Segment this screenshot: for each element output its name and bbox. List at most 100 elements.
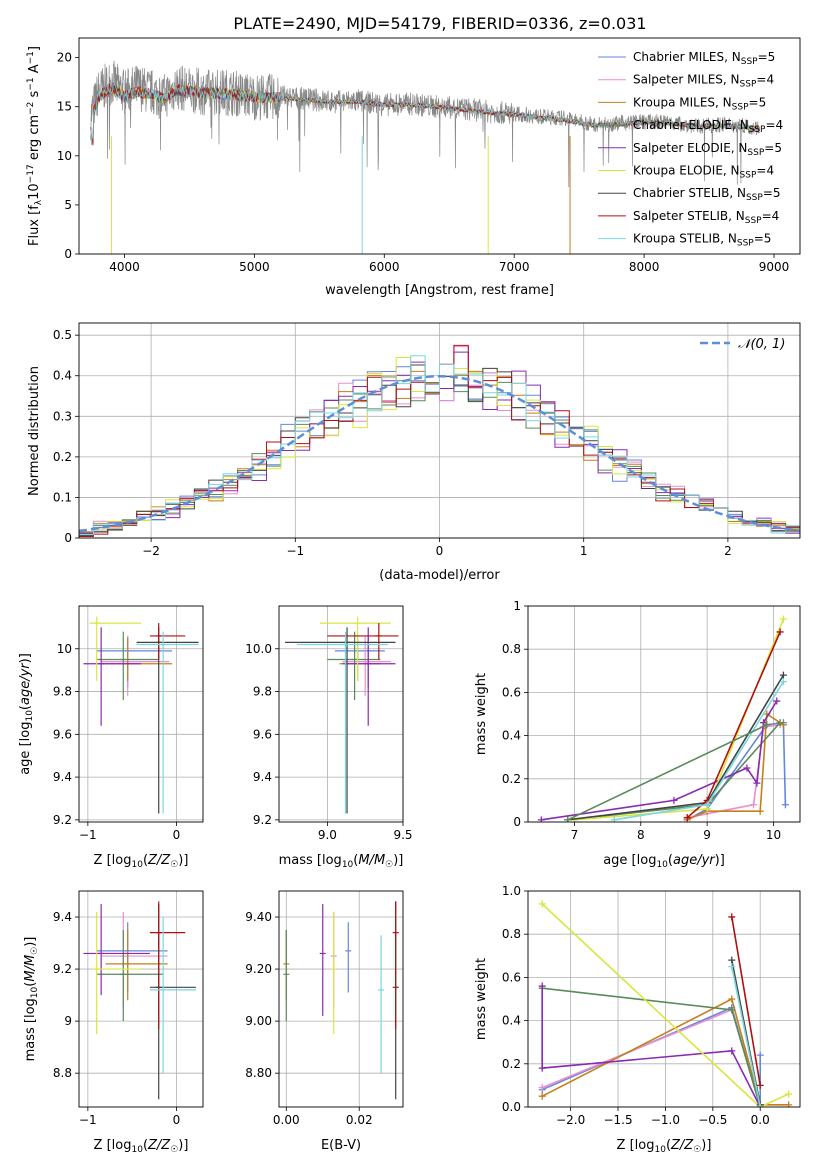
axes-frame: [78, 322, 801, 539]
legend-entry: Chabrier MILES, NSSP=5: [633, 50, 775, 67]
legend-tail: =4: [762, 209, 780, 223]
y-tick-label: 9.00: [245, 1014, 272, 1028]
x-axis-label: (data-model)/error: [379, 568, 500, 583]
model-spectrum-line: [90, 83, 760, 145]
error-bar-point: [96, 631, 159, 701]
x-tick-label: 9.5: [393, 828, 412, 842]
error-bar-point: [345, 922, 352, 993]
legend-entry: Chabrier ELODIE, NSSP=4: [633, 118, 783, 135]
spectrum-panel: 4000 5000 6000 7000 8000 9000 0 5 10 15 20 waveleng…: [26, 37, 801, 298]
y-tick-label: 15: [57, 100, 72, 114]
x-tick-label: 10: [766, 828, 781, 842]
plus-marker: [779, 615, 787, 623]
x-tick-label: 9.0: [318, 828, 337, 842]
figure-title: PLATE=2490, MJD=54179, FIBERID=0336, z=0…: [233, 14, 646, 33]
error-bar-point: [149, 901, 186, 1029]
plus-marker: [538, 1064, 546, 1072]
plus-marker: [728, 1047, 736, 1055]
error-bar-point: [392, 901, 399, 1029]
legend-tail: =4: [756, 164, 774, 178]
legend-tail: =5: [758, 50, 776, 64]
y-tick-label: 9.4: [53, 770, 72, 784]
y-axis-label: mass weight: [474, 958, 489, 1040]
axes-frame: [527, 890, 801, 1108]
error-bar-point: [297, 631, 388, 814]
x-axis-label: mass [log10(M/M☉)]: [279, 853, 404, 870]
x-tick-label: 7000: [499, 260, 530, 274]
legend-tail: =4: [765, 118, 783, 132]
x-tick-label: 0: [173, 1113, 181, 1127]
x-tick-label: 6000: [369, 260, 400, 274]
legend-tail: =5: [764, 141, 782, 155]
plus-marker: [756, 1103, 764, 1107]
error-bar-point: [149, 623, 186, 660]
plus-marker: [538, 1092, 546, 1100]
plus-marker: [728, 1006, 736, 1014]
y-tick-label: 9.2: [253, 813, 272, 827]
plus-marker: [785, 1101, 793, 1107]
x-tick-label: 0.0: [751, 1113, 770, 1127]
y-tick-label: 9: [64, 1014, 72, 1028]
legend-tail: =4: [756, 73, 774, 87]
y-tick-label: 0.6: [502, 970, 521, 984]
x-tick-label: 7: [571, 828, 579, 842]
x-tick-label: −1.0: [651, 1113, 680, 1127]
y-tick-label: 9.4: [53, 910, 72, 924]
x-tick-label: −0.5: [698, 1113, 727, 1127]
error-bar-point: [327, 631, 381, 701]
y-tick-label: 0.4: [502, 1014, 521, 1028]
residuals-legend: 𝒩(0, 1): [700, 337, 785, 352]
mass-weight-line: [541, 986, 761, 1107]
x-tick-label: −2.0: [556, 1113, 585, 1127]
error-bar-point: [101, 911, 168, 1009]
axes-frame: [527, 605, 801, 823]
mass-weight-line: [567, 724, 768, 821]
x-tick-label: 2: [724, 544, 732, 558]
y-tick-label: 0: [64, 531, 72, 545]
y-tick-label: 20: [57, 51, 72, 65]
x-tick-label: −1: [286, 544, 304, 558]
x-tick-label: −2: [142, 544, 160, 558]
legend-subscript: SSP: [737, 239, 754, 249]
x-tick-label: −1: [79, 828, 97, 842]
x-axis-label: Z [log10(Z/Z☉)]: [617, 1138, 712, 1155]
plus-marker: [728, 963, 736, 971]
plus-marker: [750, 801, 758, 809]
error-bar-point: [283, 930, 290, 1022]
axes-frame: [78, 37, 801, 255]
y-tick-label: 9.2: [53, 813, 72, 827]
y-tick-label: 8.8: [53, 1066, 72, 1080]
data-spectrum-line: [90, 60, 761, 188]
legend-text: Kroupa STELIB, N: [633, 232, 737, 246]
plus-marker: [728, 956, 736, 964]
legend-subscript: SSP: [740, 171, 757, 181]
mass-weight-line: [731, 966, 761, 1107]
plus-marker: [564, 816, 572, 822]
legend-subscript: SSP: [732, 102, 749, 112]
massweight-vs-Z-panel: −2.0 −1.5 −1.0 −0.5 0.0 0.0 0.2 0.4 0.6 0.8 1.0 Z […: [474, 884, 801, 1155]
plus-marker: [743, 764, 751, 772]
y-tick-label: 9.20: [245, 962, 272, 976]
x-tick-label: 4000: [109, 260, 140, 274]
plus-marker: [756, 1081, 764, 1089]
y-tick-label: 0.4: [502, 729, 521, 743]
legend-tail: =5: [749, 95, 767, 109]
legend-text: Kroupa MILES, N: [633, 95, 732, 109]
mass-weight-line: [614, 681, 785, 821]
error-bar-point: [149, 904, 196, 1100]
x-tick-label: 8: [637, 828, 645, 842]
error-bar-point: [105, 930, 168, 1001]
y-tick-label: 10.0: [245, 642, 272, 656]
error-bar-point: [378, 935, 385, 1074]
plus-marker: [779, 678, 787, 686]
legend-entry: Salpeter ELODIE, NSSP=5: [633, 141, 782, 158]
y-tick-label: 1: [513, 599, 521, 613]
mass-vs-ebv-panel: 0.00 0.02 8.80 9.00 9.20 9.40 E(B-V): [245, 890, 404, 1153]
x-tick-label: −1: [79, 1113, 97, 1127]
legend-entry: Kroupa STELIB, NSSP=5: [633, 232, 771, 249]
y-tick-label: 10: [57, 149, 72, 163]
y-tick-label: 9.6: [253, 727, 272, 741]
legend-subscript: SSP: [741, 57, 758, 67]
axes-frame: [78, 890, 204, 1108]
